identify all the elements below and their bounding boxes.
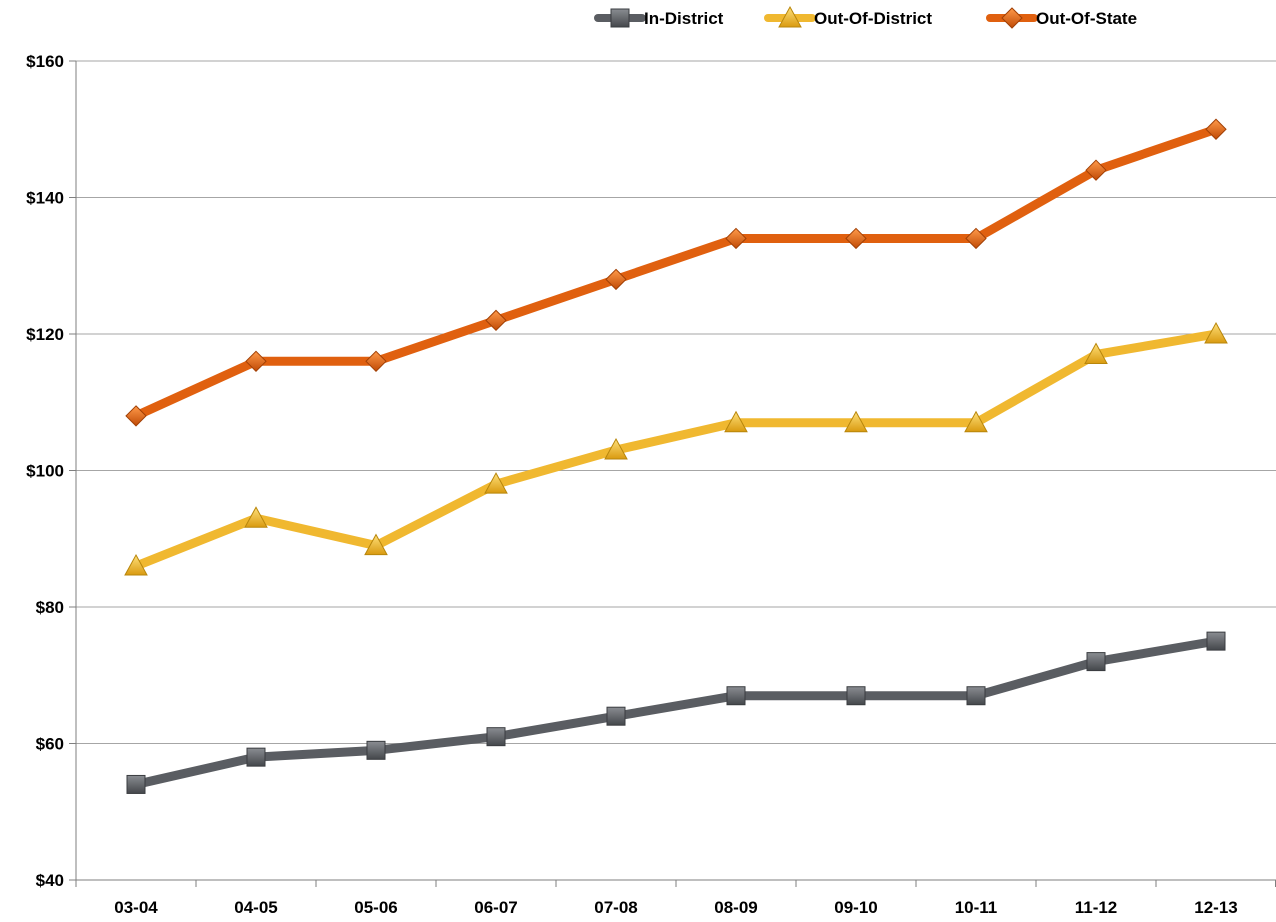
data-point-diamond xyxy=(605,268,627,291)
data-point-triangle xyxy=(604,437,628,460)
grid-lines xyxy=(76,60,1276,744)
data-point-triangle xyxy=(484,472,508,494)
data-point-triangle xyxy=(964,410,988,433)
legend-marker xyxy=(778,5,802,28)
x-tick-label: 08-09 xyxy=(714,898,757,917)
legend-marker xyxy=(610,8,630,28)
legend-label: In-District xyxy=(644,9,724,28)
data-point-square xyxy=(366,740,386,760)
x-axis-ticks: 03-04 04-05 05-06 06-07 07-08 08-09 09-10 10-11… xyxy=(75,880,1276,917)
data-point-triangle xyxy=(244,506,268,528)
x-tick-label: 03-04 xyxy=(114,898,158,917)
y-axis-ticks: $40 $60 $80 $100 $120 $140 $160 xyxy=(26,52,76,890)
legend-label: Out-Of-State xyxy=(1036,9,1137,28)
data-point-diamond xyxy=(1205,118,1227,140)
y-tick-label: $60 xyxy=(36,735,64,754)
data-point-square xyxy=(606,706,626,726)
data-point-diamond xyxy=(725,227,747,250)
data-point-square xyxy=(1086,652,1106,672)
data-point-diamond xyxy=(845,227,867,250)
legend: In-District Out-Of-District Out-Of-State xyxy=(594,5,1137,29)
data-point-triangle xyxy=(124,554,148,576)
data-point-diamond xyxy=(965,227,987,250)
data-point-square xyxy=(246,747,266,767)
data-point-diamond xyxy=(125,405,147,427)
data-point-square xyxy=(486,727,506,747)
legend-item: In-District xyxy=(594,8,724,28)
y-tick-label: $100 xyxy=(26,462,64,481)
data-point-square xyxy=(846,686,866,706)
x-tick-label: 09-10 xyxy=(834,898,877,917)
data-point-diamond xyxy=(365,350,387,373)
data-point-square xyxy=(126,774,146,794)
y-tick-label: $80 xyxy=(36,598,64,617)
x-tick-label: 12-13 xyxy=(1194,898,1237,917)
data-point-square xyxy=(1206,631,1226,651)
x-tick-label: 11-12 xyxy=(1075,898,1118,917)
data-point-square xyxy=(726,686,746,706)
y-tick-label: $40 xyxy=(36,871,64,890)
x-tick-label: 06-07 xyxy=(474,898,517,917)
data-point-triangle xyxy=(724,410,748,433)
data-point-square xyxy=(966,686,986,706)
data-point-triangle xyxy=(1204,321,1228,344)
data-point-triangle xyxy=(1084,342,1108,364)
series-line xyxy=(131,329,1221,571)
data-point-triangle xyxy=(844,410,868,433)
y-tick-label: $160 xyxy=(26,52,64,71)
legend-item: Out-Of-State xyxy=(986,7,1137,29)
series-out-of-district xyxy=(124,321,1228,576)
series-line xyxy=(131,124,1221,421)
x-tick-label: 04-05 xyxy=(234,898,277,917)
data-point-diamond xyxy=(1085,159,1107,181)
legend-item: Out-Of-District xyxy=(764,5,932,28)
data-point-diamond xyxy=(485,309,507,332)
series-in-district xyxy=(126,631,1226,794)
series-out-of-state xyxy=(125,118,1227,427)
x-tick-label: 10-11 xyxy=(955,898,998,917)
y-tick-label: $140 xyxy=(26,189,64,208)
data-point-diamond xyxy=(245,350,267,373)
x-tick-label: 05-06 xyxy=(354,898,397,917)
legend-label: Out-Of-District xyxy=(814,9,932,28)
legend-marker xyxy=(1001,7,1023,29)
series-group xyxy=(124,118,1228,794)
y-tick-label: $120 xyxy=(26,325,64,344)
data-point-triangle xyxy=(364,533,388,556)
series-line xyxy=(131,636,1221,789)
x-tick-label: 07-08 xyxy=(594,898,637,917)
